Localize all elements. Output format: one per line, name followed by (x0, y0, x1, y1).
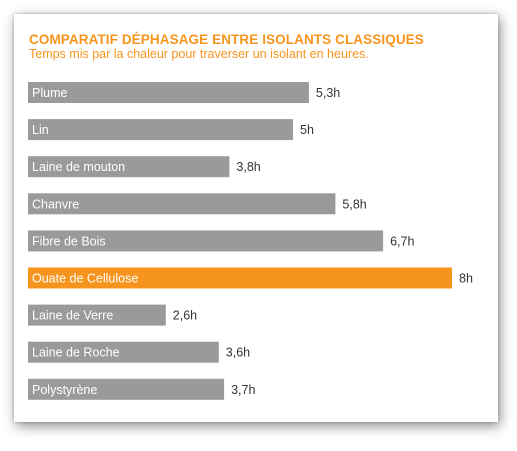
bar-ouate-de-cellulose (28, 267, 452, 289)
value-label: 2,6h (173, 309, 197, 323)
category-label: Chanvre (32, 197, 79, 211)
category-label: Laine de Verre (32, 309, 113, 323)
chart-subtitle: Temps mis par la chaleur pour traverser … (29, 47, 369, 61)
category-label: Polystyrène (32, 383, 97, 397)
category-label: Laine de Roche (32, 346, 120, 360)
value-label: 3,6h (226, 346, 250, 360)
bar-lin (28, 119, 293, 141)
bar-laine-de-roche (28, 341, 219, 363)
bar-polystyr-ne (28, 378, 225, 400)
bar-laine-de-verre (28, 304, 166, 326)
value-label: 3,8h (236, 160, 260, 174)
category-label: Plume (32, 86, 67, 100)
value-label: 8h (459, 272, 473, 286)
value-label: 5h (300, 123, 314, 137)
category-label: Laine de mouton (32, 160, 125, 174)
value-label: 5,3h (316, 86, 340, 100)
category-label: Lin (32, 123, 49, 137)
bar-plume (28, 82, 309, 103)
value-label: 3,7h (231, 383, 255, 397)
chart-title: COMPARATIF DÉPHASAGE ENTRE ISOLANTS CLAS… (29, 32, 424, 47)
bar-fibre-de-bois (28, 230, 384, 252)
bar-laine-de-mouton (28, 156, 230, 178)
bar-chanvre (28, 193, 336, 215)
value-label: 5,8h (342, 197, 366, 211)
category-label: Ouate de Cellulose (32, 272, 138, 286)
category-label: Fibre de Bois (32, 234, 106, 248)
value-label: 6,7h (390, 234, 414, 248)
